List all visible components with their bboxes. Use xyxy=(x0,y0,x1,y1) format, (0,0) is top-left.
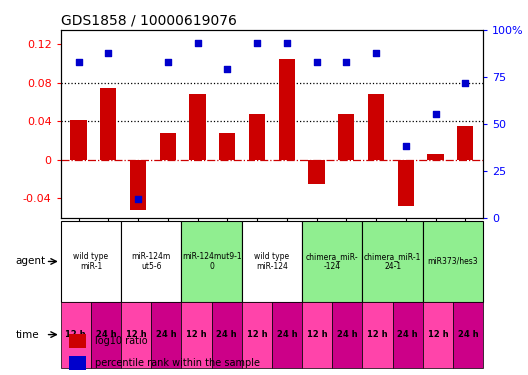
Text: log10 ratio: log10 ratio xyxy=(95,336,147,346)
Bar xyxy=(279,59,295,160)
Text: chimera_miR-1
24-1: chimera_miR-1 24-1 xyxy=(364,252,421,271)
Bar xyxy=(249,114,265,160)
Text: 12 h: 12 h xyxy=(65,330,86,339)
Point xyxy=(342,59,351,65)
Text: agent: agent xyxy=(15,256,45,267)
Bar xyxy=(159,133,176,160)
Text: 12 h: 12 h xyxy=(247,330,267,339)
Text: 24 h: 24 h xyxy=(277,330,297,339)
Bar xyxy=(121,302,151,368)
Text: 12 h: 12 h xyxy=(428,330,448,339)
Bar xyxy=(368,94,384,160)
Text: 12 h: 12 h xyxy=(367,330,388,339)
Point xyxy=(282,40,291,46)
Point xyxy=(104,50,112,55)
Text: 12 h: 12 h xyxy=(307,330,327,339)
Text: wild type
miR-124: wild type miR-124 xyxy=(254,252,289,271)
Bar xyxy=(423,302,453,368)
Bar xyxy=(338,114,354,160)
Bar xyxy=(393,302,423,368)
Bar xyxy=(242,302,272,368)
Bar xyxy=(427,154,444,160)
Bar xyxy=(61,302,91,368)
Text: time: time xyxy=(15,330,39,340)
Bar xyxy=(190,94,206,160)
Point xyxy=(223,66,231,72)
Bar xyxy=(151,302,182,368)
Point xyxy=(253,40,261,46)
Point xyxy=(164,59,172,65)
Bar xyxy=(91,302,121,368)
Text: 24 h: 24 h xyxy=(398,330,418,339)
Text: percentile rank within the sample: percentile rank within the sample xyxy=(95,358,260,368)
Text: 24 h: 24 h xyxy=(216,330,237,339)
Text: 24 h: 24 h xyxy=(337,330,357,339)
Text: 12 h: 12 h xyxy=(126,330,146,339)
Text: 24 h: 24 h xyxy=(96,330,116,339)
Bar xyxy=(457,126,474,160)
Bar xyxy=(69,334,86,348)
Bar xyxy=(69,356,86,370)
Point xyxy=(402,143,410,149)
Bar xyxy=(130,160,146,210)
Point xyxy=(431,111,440,117)
Point xyxy=(74,59,83,65)
Bar xyxy=(302,302,332,368)
Text: chimera_miR-
-124: chimera_miR- -124 xyxy=(306,252,359,271)
Text: wild type
miR-1: wild type miR-1 xyxy=(73,252,108,271)
Point xyxy=(313,59,321,65)
Bar xyxy=(362,221,423,302)
Bar xyxy=(272,302,302,368)
Bar xyxy=(332,302,362,368)
Bar xyxy=(242,221,302,302)
Bar xyxy=(61,221,121,302)
Text: 12 h: 12 h xyxy=(186,330,207,339)
Bar xyxy=(182,302,212,368)
Bar xyxy=(453,302,483,368)
Point xyxy=(372,50,380,55)
Bar xyxy=(308,160,325,184)
Bar xyxy=(398,160,414,206)
Bar xyxy=(302,221,362,302)
Text: miR-124m
ut5-6: miR-124m ut5-6 xyxy=(131,252,171,271)
Text: miR373/hes3: miR373/hes3 xyxy=(428,257,478,266)
Point xyxy=(193,40,202,46)
Bar xyxy=(423,221,483,302)
Text: 24 h: 24 h xyxy=(156,330,177,339)
Text: GDS1858 / 10000619076: GDS1858 / 10000619076 xyxy=(61,13,237,27)
Text: miR-124mut9-1
0: miR-124mut9-1 0 xyxy=(182,252,241,271)
Bar xyxy=(70,120,87,160)
Bar xyxy=(182,221,242,302)
Point xyxy=(134,196,142,202)
Bar xyxy=(212,302,242,368)
Bar xyxy=(121,221,182,302)
Bar xyxy=(362,302,393,368)
Point xyxy=(461,80,469,86)
Bar xyxy=(219,133,235,160)
Bar xyxy=(100,88,117,160)
Text: 24 h: 24 h xyxy=(458,330,478,339)
